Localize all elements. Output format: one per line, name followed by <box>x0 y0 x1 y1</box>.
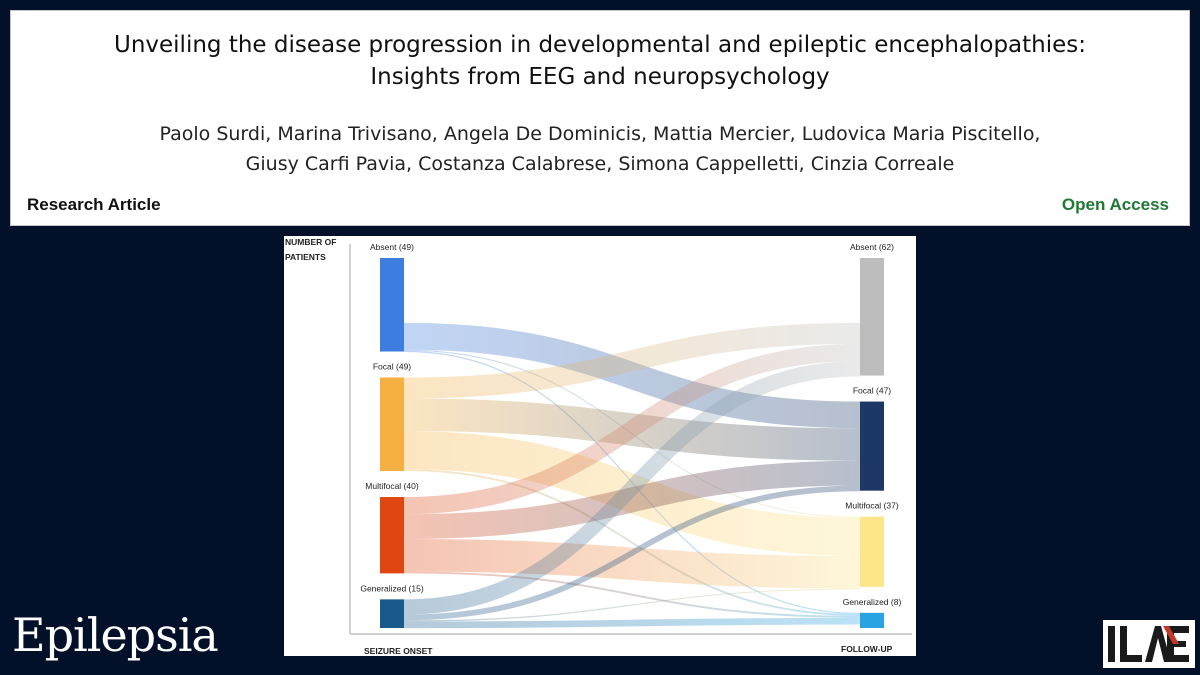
authors-line-2: Giusy Carfi Pavia, Costanza Calabrese, S… <box>245 153 955 175</box>
axes-layer: NUMBER OF PATIENTS SEIZURE ONSET FOLLOW-… <box>285 237 912 656</box>
right-axis-label: FOLLOW-UP <box>841 644 893 654</box>
flow-multifocal-to-generalized <box>403 571 861 618</box>
left-node-label-focal: Focal (49) <box>373 362 411 372</box>
y-axis-label-line-2: PATIENTS <box>285 252 326 262</box>
right-node-label-generalized: Generalized (8) <box>843 597 902 607</box>
flow-absent-to-focal <box>403 322 861 429</box>
labels-layer: Absent (49) Focal (49) Multifocal (40) Gene… <box>360 242 901 607</box>
sankey-chart-panel: NUMBER OF PATIENTS SEIZURE ONSET FOLLOW-… <box>284 236 916 656</box>
left-node-focal <box>380 377 404 472</box>
nodes-layer <box>380 258 884 628</box>
left-axis-label: SEIZURE ONSET <box>364 646 433 656</box>
flow-multifocal-to-multifocal <box>403 539 861 589</box>
y-axis-label-line-1: NUMBER OF <box>285 237 336 247</box>
flow-focal-to-generalized <box>403 469 861 616</box>
left-node-label-multifocal: Multifocal (40) <box>365 481 419 491</box>
open-access-label: Open Access <box>1061 195 1169 214</box>
left-node-generalized <box>380 599 404 628</box>
epilepsia-logo: Epilepsia <box>12 608 219 662</box>
flow-generalized-to-multifocal <box>403 588 861 622</box>
left-node-label-generalized: Generalized (15) <box>360 583 423 593</box>
article-authors: Paolo Surdi, Marina Trivisano, Angela De… <box>11 119 1189 179</box>
right-node-focal <box>860 401 884 491</box>
right-node-label-focal: Focal (47) <box>853 386 891 396</box>
left-node-absent <box>380 258 404 352</box>
article-title: Unveiling the disease progression in dev… <box>11 29 1189 93</box>
right-node-label-multifocal: Multifocal (37) <box>845 501 899 511</box>
ilae-logo <box>1103 620 1195 668</box>
flow-generalized-to-generalized <box>403 617 861 629</box>
right-node-multifocal <box>860 516 884 587</box>
flow-generalized-to-focal <box>403 485 861 621</box>
left-node-label-absent: Absent (49) <box>370 242 414 252</box>
right-node-label-absent: Absent (62) <box>850 242 894 252</box>
sankey-chart: NUMBER OF PATIENTS SEIZURE ONSET FOLLOW-… <box>285 237 912 656</box>
article-title-line-2: Insights from EEG and neuropsychology <box>370 64 830 90</box>
article-title-line-1: Unveiling the disease progression in dev… <box>113 32 1087 58</box>
right-node-generalized <box>860 612 884 628</box>
flow-multifocal-to-absent <box>403 343 861 515</box>
ilae-logo-mark <box>1103 620 1195 668</box>
article-header-card: Unveiling the disease progression in dev… <box>10 10 1190 226</box>
authors-line-1: Paolo Surdi, Marina Trivisano, Angela De… <box>159 123 1041 145</box>
right-node-absent <box>860 258 884 376</box>
left-node-multifocal <box>380 497 404 574</box>
flow-generalized-to-absent <box>403 361 861 615</box>
flow-focal-to-absent <box>403 322 861 399</box>
article-type-label: Research Article <box>27 195 161 214</box>
flows-layer <box>403 257 861 629</box>
flow-multifocal-to-focal <box>403 460 861 540</box>
